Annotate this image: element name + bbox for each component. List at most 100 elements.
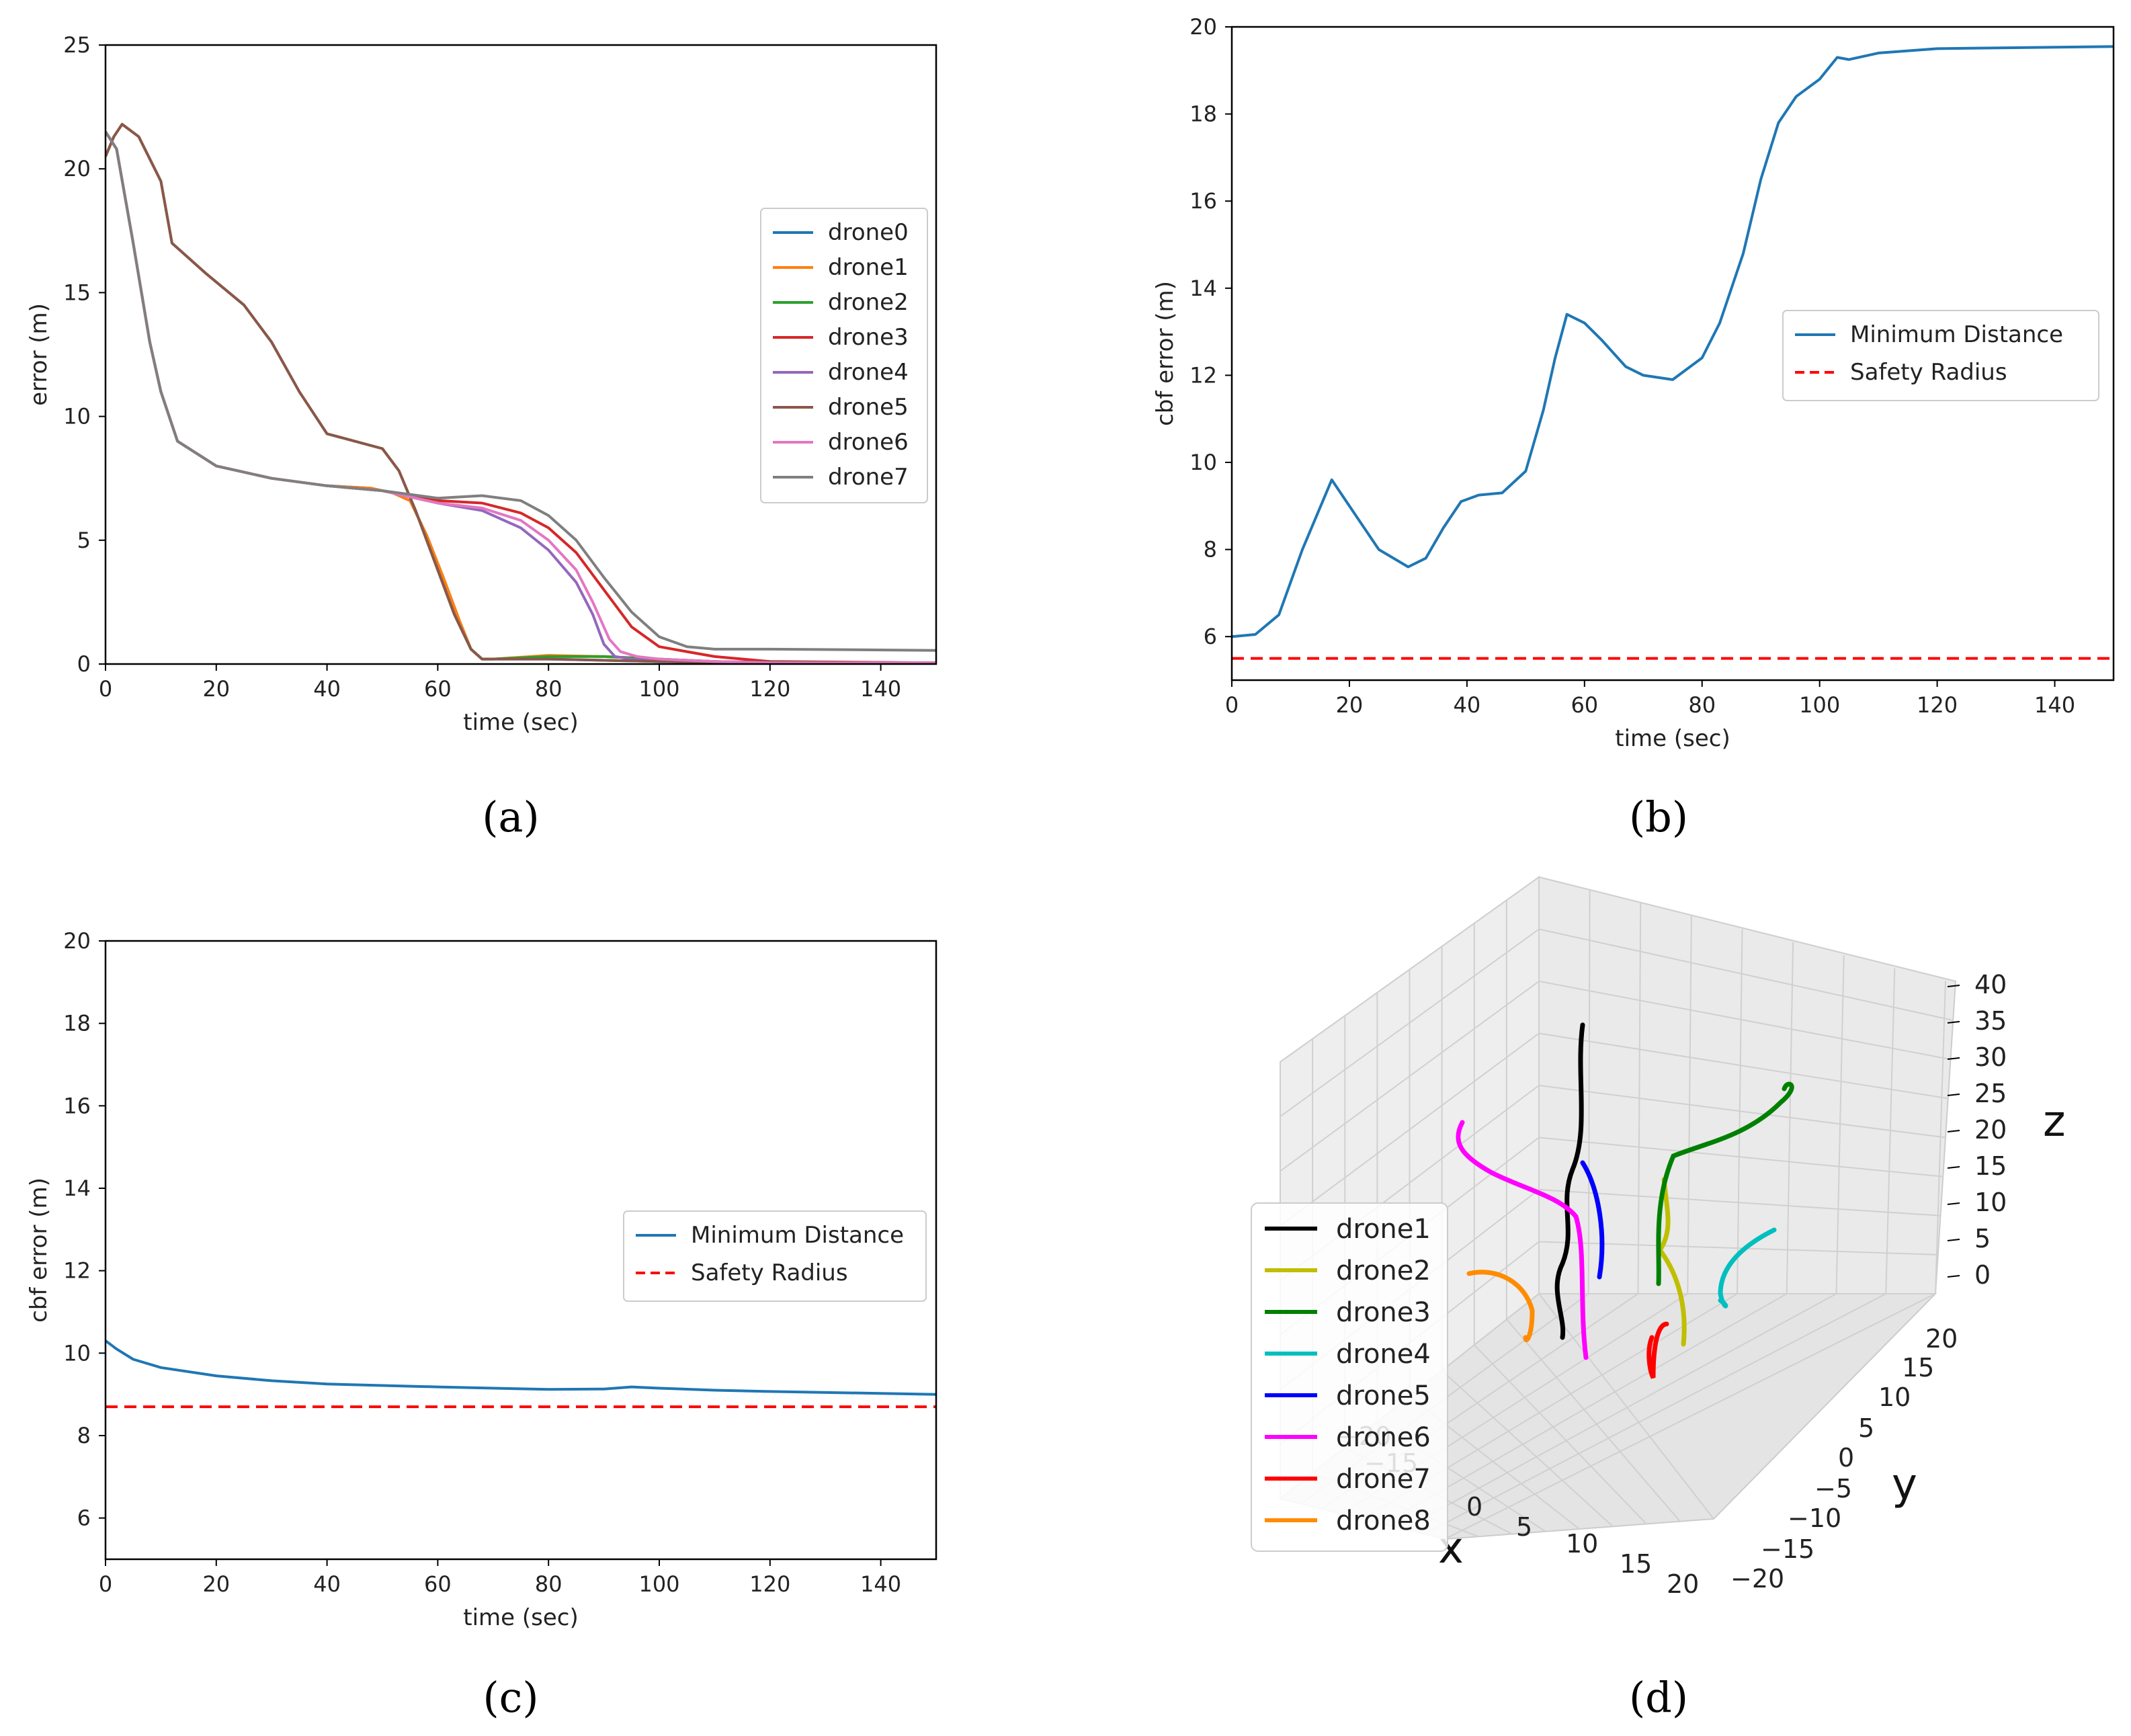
z-tick-mark [1947, 1239, 1960, 1241]
trajectory-drone7 [1646, 1321, 1669, 1379]
grid-line-floor-y [1538, 1293, 1714, 1520]
z-tick-label: 20 [1974, 1115, 2007, 1145]
grid-line-floor-y [1474, 1344, 1647, 1525]
grid-line-right-horizontal [1538, 928, 1954, 1022]
z-tick-mark [1947, 1093, 1960, 1096]
panel-a-legend-label: drone1 [828, 254, 909, 281]
panel-b-ytick-label: 10 [1189, 450, 1217, 475]
panel-a-series-drone7 [106, 130, 936, 652]
panel-a-xtick-label: 60 [424, 676, 452, 702]
panel-b-ytick-label: 8 [1204, 537, 1217, 563]
panel-c-xtick-label: 80 [535, 1571, 562, 1597]
panel-a-xtick-label: 100 [638, 676, 679, 702]
panel-c-ytick-label: 14 [63, 1175, 91, 1201]
panel-b-legend-label: Minimum Distance [1850, 321, 2063, 348]
panel-a-legend-box [760, 208, 928, 503]
grid-line-floor-y [1506, 1319, 1681, 1522]
z-tick-label: 25 [1974, 1079, 2007, 1108]
grid-line-right-horizontal [1538, 981, 1951, 1061]
trajectory-drone3 [1656, 1081, 1794, 1286]
panel-b-xtick-label: 100 [1799, 692, 1840, 718]
x-tick-label: 5 [1516, 1512, 1532, 1542]
y-axis-label: y [1892, 1460, 1917, 1510]
panel-a-xtick-label: 0 [99, 676, 112, 702]
panel-c-ytick-label: 16 [63, 1093, 91, 1118]
panel-a-xtick-label: 120 [749, 676, 790, 702]
grid-line-right-horizontal [1538, 1085, 1946, 1139]
grid-line-left-horizontal [1280, 1032, 1540, 1227]
panel-c-axes-frame [104, 940, 937, 1561]
grid-line-right-horizontal [1538, 1189, 1941, 1216]
panel-b-y-axis-label: cbf error (m) [1152, 281, 1179, 426]
panel-c-ytick-label: 18 [63, 1011, 91, 1036]
panel-a-legend-label: drone0 [828, 219, 909, 246]
panel-c-xtick-label: 60 [424, 1571, 452, 1597]
panel-c-ytick-label: 6 [77, 1505, 91, 1531]
panel-c-chart: 0 20 40 60 80 100 120 140 6 8 10 12 14 16 18 20 time (se… [26, 928, 937, 1631]
panel-a-x-axis-label: time (sec) [463, 709, 578, 736]
z-tick-mark [1947, 1166, 1960, 1169]
panel-c-series-minimum-distance [106, 1339, 936, 1396]
z-tick-mark [1947, 985, 1960, 987]
y-tick-label: 5 [1858, 1413, 1874, 1443]
panel-a-xtick-label: 40 [313, 676, 341, 702]
panel-b-ytick-label: 16 [1189, 188, 1217, 214]
trajectory-drone4 [1718, 1227, 1777, 1309]
y-tick-label: 10 [1878, 1382, 1911, 1412]
panel-a-xtick-label: 80 [535, 676, 562, 702]
panel-a-legend-label: drone4 [828, 359, 909, 386]
z-tick-label: 0 [1974, 1260, 1991, 1290]
panel-c-xtick-label: 120 [749, 1571, 790, 1597]
grid-line-right-horizontal [1538, 1241, 1938, 1255]
trajectory-drone6 [1456, 1120, 1589, 1360]
x-tick-label: 15 [1620, 1549, 1652, 1579]
panel-b-xtick-label: 0 [1225, 692, 1239, 718]
panel-b-xtick-label: 80 [1688, 692, 1716, 718]
panel-a-ytick-label: 0 [77, 651, 91, 677]
caption-a: (a) [482, 792, 539, 841]
z-tick-mark [1947, 1275, 1960, 1278]
panel-c-legend: Minimum Distance Safety Radius [623, 1210, 927, 1302]
x-tick-label: 10 [1566, 1529, 1598, 1559]
panel-a-ytick-label: 5 [77, 528, 91, 553]
panel-b-legend: Minimum Distance Safety Radius [1782, 310, 2099, 401]
legend-3d-label: drone3 [1336, 1297, 1431, 1328]
z-tick-label: 35 [1974, 1006, 2007, 1036]
y-tick-label: −10 [1788, 1503, 1841, 1533]
caption-c: (c) [483, 1673, 538, 1722]
panel-b-xtick-label: 140 [2034, 692, 2075, 718]
grid-line-floor-x [1423, 1293, 1886, 1535]
z-tick-mark [1947, 1021, 1960, 1024]
y-tick-label: −20 [1730, 1564, 1784, 1594]
legend-3d-label: drone7 [1336, 1464, 1431, 1495]
panel-a-ytick-label: 15 [63, 280, 91, 305]
panel-a-series-drone5 [106, 122, 936, 664]
grid-line-right-horizontal [1538, 876, 1956, 982]
panel-a-legend-label: drone5 [828, 394, 909, 421]
panel-c-legend-label: Safety Radius [691, 1259, 848, 1286]
legend-3d-label: drone2 [1336, 1255, 1431, 1286]
panel-c-ytick-label: 20 [63, 928, 91, 954]
panel-c-xtick-label: 0 [99, 1571, 112, 1597]
grid-line-floor-x [1444, 1293, 1936, 1540]
panel-c-legend-label: Minimum Distance [691, 1222, 904, 1249]
z-tick-label: 40 [1974, 970, 2007, 999]
panel-b-legend-box [1782, 310, 2099, 401]
panel-c-xtick-label: 140 [860, 1571, 901, 1597]
z-tick-label: 5 [1974, 1224, 1991, 1253]
panel-a-legend-label: drone6 [828, 429, 909, 456]
grid-line-right-horizontal [1538, 1136, 1944, 1177]
panel-c-xtick-label: 40 [313, 1571, 341, 1597]
panel-d-3d-chart: 403530252015105020151050−5−10−15−20−20−1… [1251, 876, 2066, 1599]
panel-a-ytick-label: 25 [63, 32, 91, 58]
panel-b-ytick-label: 14 [1189, 276, 1217, 301]
panel-c-ytick-label: 12 [63, 1258, 91, 1284]
panel-a-legend-label: drone2 [828, 289, 909, 316]
panel-a-legend: drone0 drone1 drone2 drone3 drone4 drone5 dron… [760, 208, 928, 503]
panel-b-xtick-label: 60 [1571, 692, 1598, 718]
trajectory-drone8 [1466, 1270, 1535, 1343]
panel-a-chart: 0 20 40 60 80 100 120 140 0 5 10 15 20 25 time (sec) er… [26, 32, 937, 736]
z-tick-mark [1947, 1057, 1960, 1060]
panel-a-ytick-label: 10 [63, 404, 91, 429]
legend-3d: drone1 drone2 drone3 drone4 drone5 drone6 dron… [1251, 1202, 1448, 1552]
